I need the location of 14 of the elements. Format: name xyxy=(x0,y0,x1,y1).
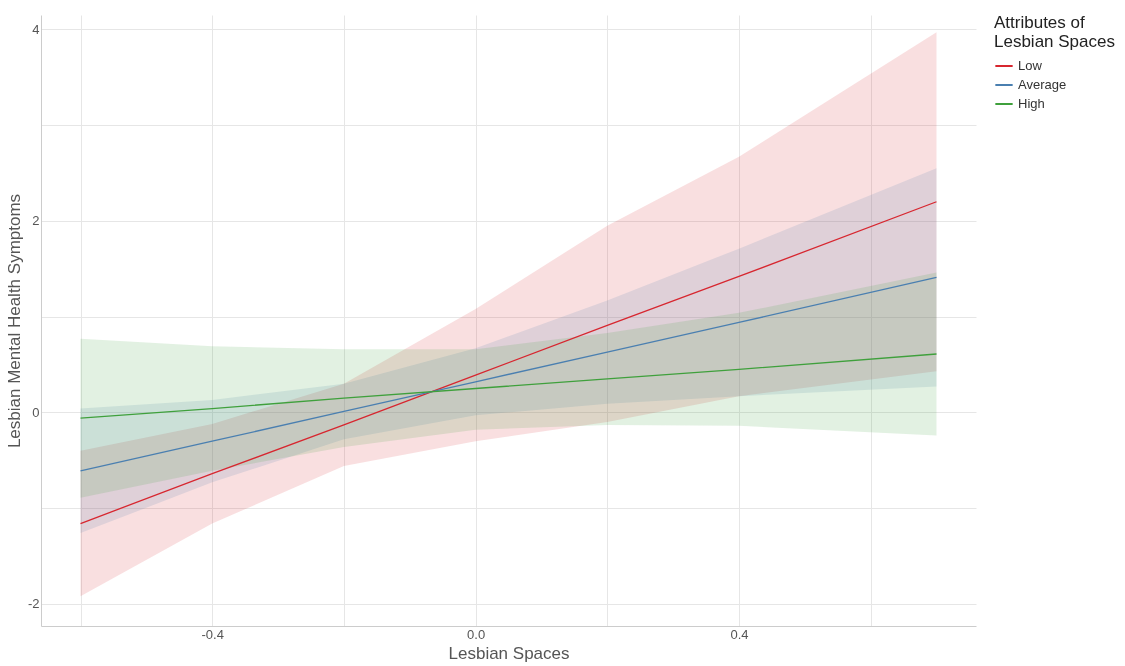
y-tick-label: 0 xyxy=(32,404,40,420)
y-tick-label: 4 xyxy=(32,21,40,37)
x-tick-label: -0.4 xyxy=(201,626,224,642)
line-series xyxy=(79,353,938,419)
legend-label: Low xyxy=(1018,58,1043,73)
y-tick-label: 2 xyxy=(32,213,40,229)
y-tick-label: -2 xyxy=(27,596,40,612)
x-tick-label: 0.4 xyxy=(730,626,749,642)
x-tick-label: 0.0 xyxy=(467,626,486,642)
x-axis-title: Lesbian Spaces xyxy=(448,643,570,663)
y-axis-title: Lesbian Mental Health Symptoms xyxy=(4,193,24,449)
legend-label: High xyxy=(1018,96,1045,111)
legend-title: Attributes of Lesbian Spaces xyxy=(994,13,1115,51)
legend-label: Average xyxy=(1018,77,1067,92)
